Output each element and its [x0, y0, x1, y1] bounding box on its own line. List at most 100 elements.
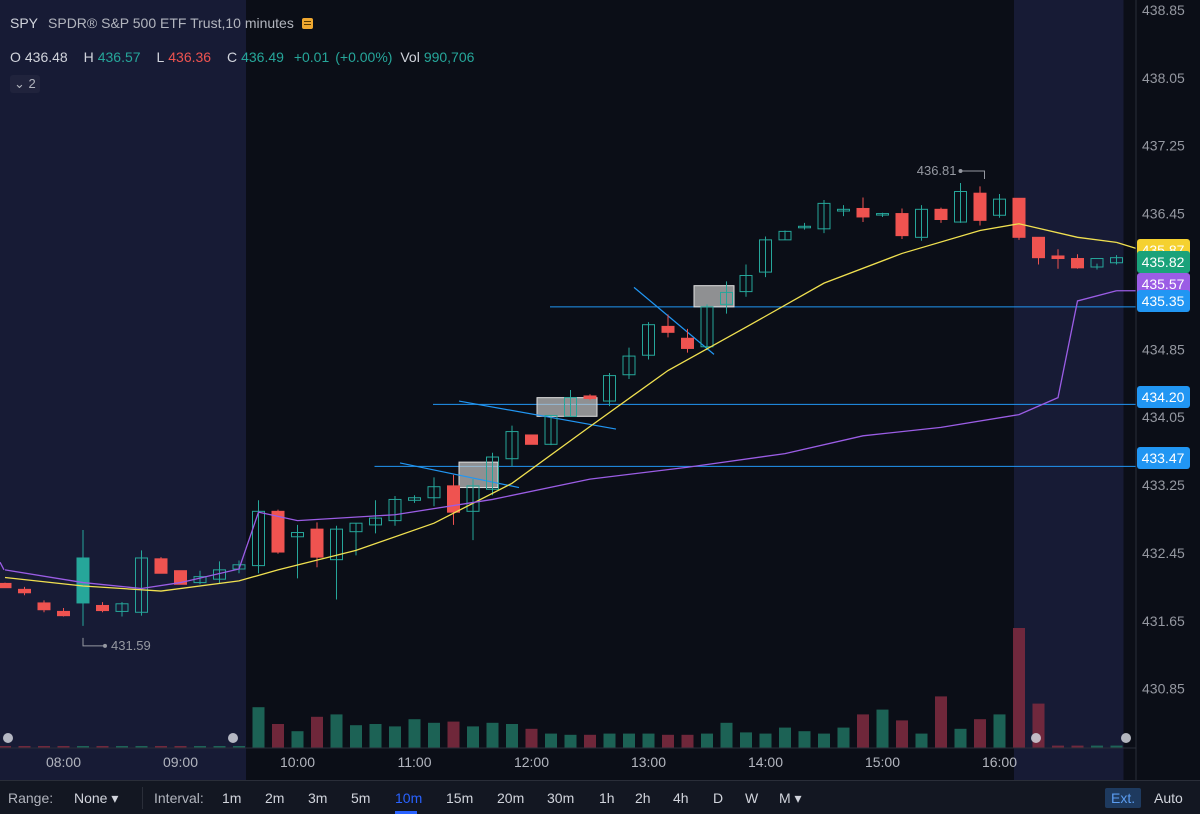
- volume-bar: [96, 746, 109, 748]
- y-tick-label: 436.45: [1142, 206, 1185, 222]
- y-tick-label: 433.25: [1142, 477, 1185, 493]
- low-value: 436.36: [168, 49, 212, 65]
- volume-bar: [876, 709, 889, 748]
- candle-body: [18, 588, 31, 594]
- volume-label: Vol: [400, 49, 420, 65]
- volume-bar: [233, 746, 245, 748]
- interval-option-30m[interactable]: 30m: [547, 790, 575, 806]
- interval-option-D[interactable]: D: [713, 790, 724, 806]
- candle-body: [720, 291, 733, 305]
- interval-option-3m[interactable]: 3m: [308, 790, 328, 806]
- volume-bar: [252, 707, 265, 748]
- volume-bar: [603, 733, 616, 748]
- ohlc-legend: O 436.48 H 436.57 L 436.36 C 436.49 +0.01 (+0…: [10, 49, 486, 65]
- volume-bar: [954, 728, 967, 748]
- volume-bar: [213, 746, 226, 748]
- volume-bar: [77, 746, 89, 748]
- axis-price-tag: [1137, 386, 1190, 408]
- volume-bar: [993, 714, 1006, 748]
- candle-body: [388, 498, 402, 522]
- candle-body: [915, 208, 928, 238]
- interval-option-1h[interactable]: 1h: [599, 790, 615, 806]
- interval-label: Interval:: [154, 790, 204, 806]
- interval-option-W[interactable]: W: [745, 790, 759, 806]
- close-value: 436.49: [241, 49, 284, 65]
- x-tick-label: 13:00: [631, 754, 666, 770]
- volume-bar: [486, 722, 499, 748]
- candle-body: [0, 582, 12, 589]
- axis-price-tag: [1137, 251, 1190, 273]
- interval-option-1m[interactable]: 1m: [222, 790, 242, 806]
- range-select[interactable]: None ▾: [74, 790, 119, 806]
- volume-bar: [135, 746, 148, 748]
- indicators-toggle[interactable]: ⌄ 2: [10, 75, 40, 93]
- candle-body: [973, 192, 987, 221]
- axis-price-tag-text: 434.20: [1142, 389, 1185, 405]
- axis-price-tag: [1137, 447, 1190, 469]
- high-value: 436.57: [97, 49, 141, 65]
- candle-body: [642, 324, 655, 356]
- notes-flag-icon[interactable]: [301, 18, 313, 29]
- volume-bar: [935, 696, 947, 748]
- volume-bar: [291, 731, 304, 748]
- candle-body: [1071, 258, 1084, 269]
- volume-bar: [662, 734, 674, 748]
- candle-body: [135, 557, 148, 613]
- interval-option-5m[interactable]: 5m: [351, 790, 371, 806]
- symbol-legend: SPY SPDR® S&P 500 ETF Trust,10 minutes: [10, 15, 313, 31]
- y-tick-label: 437.25: [1142, 138, 1185, 154]
- extended-hours-button[interactable]: Ext.: [1105, 788, 1142, 808]
- axis-price-tag-text: 435.35: [1142, 293, 1185, 309]
- interval-option-20m[interactable]: 20m: [497, 790, 525, 806]
- session-moon-icon: [1031, 733, 1041, 743]
- candle-body: [1090, 258, 1104, 268]
- axis-price-tag-text: 435.57: [1142, 276, 1185, 292]
- candle-body: [798, 225, 811, 229]
- candle-body: [369, 517, 382, 526]
- axis-price-tag: [1137, 273, 1190, 295]
- volume-bar: [720, 722, 733, 748]
- volume-bar: [974, 719, 986, 748]
- candle-body: [115, 603, 129, 612]
- price-chart[interactable]: 436.81 431.59 438.85 438.05 437.25 436.45 435.…: [0, 0, 1200, 780]
- x-tick-label: 08:00: [46, 754, 81, 770]
- session-moon-icon: [228, 733, 238, 743]
- symbol-name: SPDR® S&P 500 ETF Trust,10 minutes: [48, 15, 294, 31]
- candle-body: [700, 306, 714, 348]
- candle-body: [895, 213, 909, 237]
- interval-option-M[interactable]: M ▾: [779, 790, 802, 806]
- candle-body: [349, 522, 363, 533]
- interval-option-2m[interactable]: 2m: [265, 790, 285, 806]
- toolbar-divider: [142, 787, 143, 809]
- x-tick-label: 09:00: [163, 754, 198, 770]
- symbol-ticker[interactable]: SPY: [10, 15, 39, 31]
- volume-bar: [798, 731, 811, 748]
- volume-bar: [759, 733, 772, 748]
- volume-bar: [408, 719, 421, 748]
- volume-bar: [0, 746, 11, 748]
- interval-option-4h[interactable]: 4h: [673, 790, 689, 806]
- volume-bar: [18, 746, 31, 748]
- interval-option-2h[interactable]: 2h: [635, 790, 651, 806]
- volume-bar: [896, 720, 908, 748]
- y-tick-label: 434.05: [1142, 409, 1185, 425]
- interval-option-15m[interactable]: 15m: [446, 790, 474, 806]
- candle-body: [603, 375, 616, 402]
- volume-bar: [681, 734, 694, 748]
- candle-body: [252, 510, 265, 567]
- low-annotation-connector: [82, 637, 105, 647]
- candle-body: [154, 558, 168, 574]
- volume-bar: [428, 722, 440, 748]
- vwap-line-start: [0, 561, 5, 571]
- volume-bar: [38, 746, 50, 748]
- open-value: 436.48: [24, 49, 68, 65]
- y-tick-label: 438.85: [1142, 2, 1185, 18]
- auto-scale-button[interactable]: Auto: [1154, 790, 1183, 806]
- interval-option-10m[interactable]: 10m: [395, 790, 423, 806]
- x-tick-label: 14:00: [748, 754, 783, 770]
- volume-bar: [623, 733, 635, 748]
- candle-body: [817, 202, 831, 230]
- candle-body: [427, 486, 441, 499]
- bottom-toolbar: Range: None ▾ Interval: 1m 2m 3m 5m 10m 15m 20…: [0, 780, 1200, 814]
- low-annotation-dot: [103, 643, 107, 648]
